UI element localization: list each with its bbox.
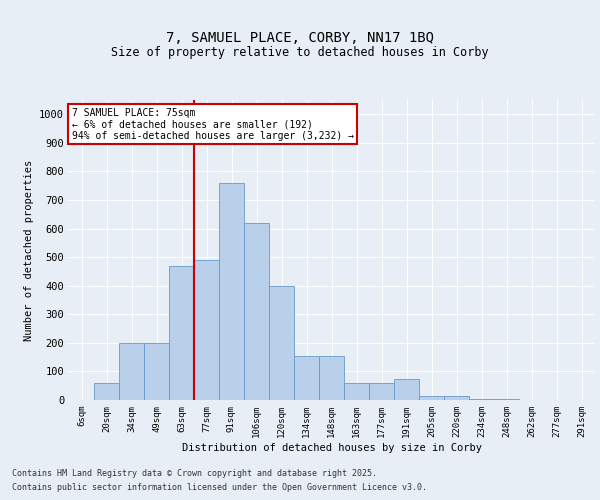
Bar: [419, 396, 444, 400]
Bar: [194, 260, 219, 400]
Bar: [444, 396, 469, 400]
Bar: [169, 266, 194, 400]
Bar: [369, 383, 394, 400]
Bar: [294, 356, 319, 400]
X-axis label: Distribution of detached houses by size in Corby: Distribution of detached houses by size …: [182, 442, 482, 452]
Bar: [219, 183, 244, 400]
Bar: [394, 378, 419, 400]
Bar: [494, 398, 519, 400]
Bar: [119, 343, 144, 400]
Text: 7, SAMUEL PLACE, CORBY, NN17 1BQ: 7, SAMUEL PLACE, CORBY, NN17 1BQ: [166, 30, 434, 44]
Text: Contains HM Land Registry data © Crown copyright and database right 2025.: Contains HM Land Registry data © Crown c…: [12, 468, 377, 477]
Y-axis label: Number of detached properties: Number of detached properties: [23, 160, 34, 340]
Bar: [344, 383, 369, 400]
Text: Contains public sector information licensed under the Open Government Licence v3: Contains public sector information licen…: [12, 484, 427, 492]
Bar: [269, 286, 294, 400]
Text: Size of property relative to detached houses in Corby: Size of property relative to detached ho…: [111, 46, 489, 59]
Text: 7 SAMUEL PLACE: 75sqm
← 6% of detached houses are smaller (192)
94% of semi-deta: 7 SAMUEL PLACE: 75sqm ← 6% of detached h…: [71, 108, 353, 140]
Bar: [469, 398, 494, 400]
Bar: [319, 356, 344, 400]
Bar: [144, 343, 169, 400]
Bar: [94, 383, 119, 400]
Bar: [244, 223, 269, 400]
